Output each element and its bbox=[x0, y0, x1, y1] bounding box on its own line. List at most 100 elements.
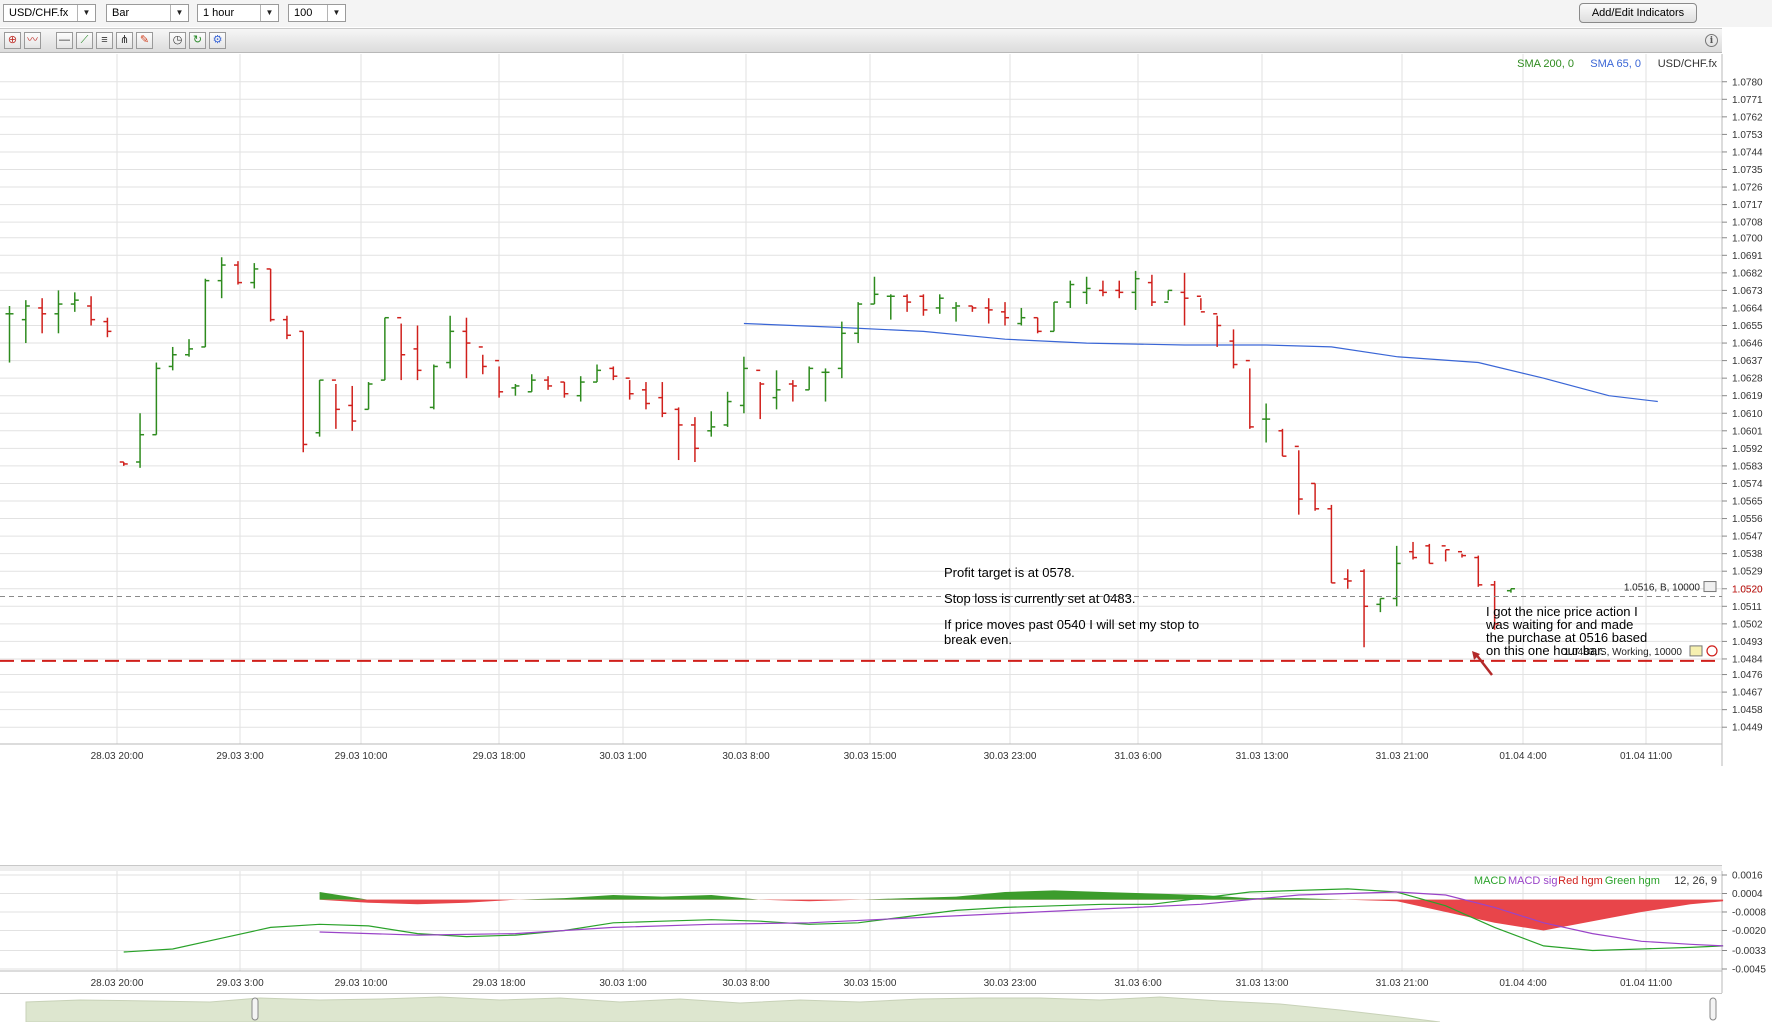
ohlc-bar bbox=[1425, 543, 1434, 565]
ohlc-bar bbox=[1082, 276, 1091, 305]
ohlc-bar bbox=[593, 364, 602, 383]
ohlc-bar bbox=[54, 290, 63, 334]
ohlc-bar bbox=[87, 296, 96, 326]
ohlc-bar bbox=[723, 391, 732, 427]
ohlc-bar bbox=[1474, 555, 1483, 587]
chevron-down-icon[interactable]: ▼ bbox=[327, 5, 345, 21]
chart-line-icon[interactable]: 〰 bbox=[24, 32, 41, 49]
ohlc-bar bbox=[1409, 541, 1418, 560]
price-tick-label: 1.0556 bbox=[1732, 514, 1763, 525]
macd-chart[interactable]: 0.0016 0.0004 -0.0008 -0.0020 -0.0033 -0.0045… bbox=[0, 871, 1772, 993]
info-icon[interactable]: i bbox=[1705, 34, 1718, 47]
ohlc-bar bbox=[1164, 289, 1173, 303]
ohlc-bar bbox=[1001, 302, 1010, 326]
price-tick-label: 1.0619 bbox=[1732, 391, 1763, 402]
order-edit-icon bbox=[1703, 581, 1717, 593]
price-tick-label: 1.0574 bbox=[1732, 479, 1763, 490]
macd-tick-label: -0.0045 bbox=[1732, 965, 1766, 976]
time-tick-label: 30.03 23:00 bbox=[984, 751, 1037, 762]
top-controls: USD/CHF.fx ▼ Bar ▼ 1 hour ▼ 100 ▼ Add/Ed… bbox=[0, 0, 1772, 27]
ohlc-bar bbox=[1115, 280, 1124, 299]
overview-right-handle[interactable] bbox=[1709, 997, 1717, 1021]
chevron-down-icon[interactable]: ▼ bbox=[260, 5, 278, 21]
ohlc-bar bbox=[119, 461, 128, 466]
settings-icon[interactable]: ⚙ bbox=[209, 32, 226, 49]
ohlc-bar bbox=[1147, 274, 1156, 306]
refresh-icon[interactable]: ↻ bbox=[189, 32, 206, 49]
pitchfork-icon[interactable]: ⋔ bbox=[116, 32, 133, 49]
macd-background bbox=[0, 871, 1722, 993]
ohlc-bar bbox=[1457, 550, 1466, 558]
ohlc-bars bbox=[5, 257, 1515, 648]
time-tick-label: 31.03 13:00 bbox=[1236, 751, 1289, 762]
macd-time-label: 30.03 8:00 bbox=[722, 978, 770, 989]
add-edit-indicators-button[interactable]: Add/Edit Indicators bbox=[1579, 3, 1697, 23]
price-tick-label: 1.0520 bbox=[1732, 584, 1763, 595]
time-tick-label: 30.03 15:00 bbox=[844, 751, 897, 762]
horizontal-line-icon[interactable]: — bbox=[56, 32, 73, 49]
macd-time-label: 31.03 6:00 bbox=[1114, 978, 1162, 989]
ohlc-bar bbox=[168, 346, 177, 371]
ohlc-bar bbox=[968, 305, 977, 312]
period-value: 1 hour bbox=[203, 7, 235, 19]
crosshair-icon[interactable]: ⊕ bbox=[4, 32, 21, 49]
ohlc-bar bbox=[315, 379, 324, 437]
overview-scrollbar[interactable] bbox=[0, 993, 1722, 1023]
bar-count-select[interactable]: 100 ▼ bbox=[288, 4, 346, 22]
price-tick-label: 1.0565 bbox=[1732, 497, 1763, 508]
symbol-value: USD/CHF.fx bbox=[9, 7, 69, 19]
ohlc-bar bbox=[1360, 569, 1369, 648]
macd-legend-item: Red hgm bbox=[1558, 875, 1603, 887]
ohlc-bar bbox=[674, 407, 683, 461]
period-select[interactable]: 1 hour ▼ bbox=[197, 4, 279, 22]
price-tick-label: 1.0691 bbox=[1732, 251, 1763, 262]
macd-time-label: 29.03 18:00 bbox=[473, 978, 526, 989]
trend-line-icon[interactable]: ⟋ bbox=[76, 32, 93, 49]
time-tick-label: 31.03 6:00 bbox=[1114, 751, 1162, 762]
eraser-icon[interactable]: ✎ bbox=[136, 32, 153, 49]
ohlc-bar bbox=[397, 316, 406, 381]
chart-type-select[interactable]: Bar ▼ bbox=[106, 4, 189, 22]
macd-tick-label: -0.0020 bbox=[1732, 926, 1766, 937]
fibonacci-icon[interactable]: ≡ bbox=[96, 32, 113, 49]
order-edit-icon bbox=[1689, 645, 1703, 657]
macd-tick-label: -0.0033 bbox=[1732, 946, 1766, 957]
time-tick-label: 30.03 1:00 bbox=[599, 751, 647, 762]
ohlc-bar bbox=[495, 359, 504, 398]
macd-time-label: 30.03 15:00 bbox=[844, 978, 897, 989]
macd-lines bbox=[123, 888, 1724, 953]
price-tick-label: 1.0511 bbox=[1732, 602, 1762, 613]
ohlc-bar bbox=[1262, 403, 1271, 443]
ohlc-bar bbox=[233, 261, 242, 285]
ohlc-bar bbox=[299, 330, 308, 453]
ohlc-bar bbox=[1506, 588, 1515, 593]
chart-type-value: Bar bbox=[112, 7, 130, 19]
symbol-select[interactable]: USD/CHF.fx ▼ bbox=[3, 4, 96, 22]
chart-grid bbox=[0, 54, 1722, 745]
ohlc-bar bbox=[217, 257, 226, 299]
ohlc-bar bbox=[641, 382, 650, 410]
ohlc-bar bbox=[1441, 545, 1450, 562]
macd-histogram bbox=[319, 890, 1724, 931]
chevron-down-icon[interactable]: ▼ bbox=[170, 5, 188, 21]
price-tick-label: 1.0762 bbox=[1732, 112, 1763, 123]
ohlc-bar bbox=[658, 382, 667, 418]
price-tick-label: 1.0744 bbox=[1732, 147, 1763, 158]
time-tick-label: 29.03 3:00 bbox=[216, 751, 264, 762]
price-tick-label: 1.0646 bbox=[1732, 339, 1763, 350]
price-chart[interactable]: 1.0780 1.0771 1.0762 1.0753 1.0744 1.0735 1.07… bbox=[0, 54, 1772, 766]
annotation-breakeven: If price moves past 0540 I will set my s… bbox=[944, 617, 1200, 647]
annotation-profit: Profit target is at 0578. bbox=[944, 565, 1075, 580]
ohlc-bar bbox=[821, 368, 830, 402]
ohlc-bar bbox=[21, 300, 30, 344]
chevron-down-icon[interactable]: ▼ bbox=[77, 5, 95, 21]
ohlc-bar bbox=[511, 384, 520, 396]
clock-icon[interactable]: ◷ bbox=[169, 32, 186, 49]
overview-left-handle[interactable] bbox=[251, 997, 259, 1021]
current-price-label: 1.0520 bbox=[1732, 584, 1763, 595]
ohlc-bar bbox=[250, 263, 259, 289]
time-tick-label: 31.03 21:00 bbox=[1376, 751, 1429, 762]
ohlc-bar bbox=[1066, 280, 1075, 308]
ohlc-bar bbox=[544, 376, 553, 390]
macd-grid bbox=[0, 871, 1722, 972]
